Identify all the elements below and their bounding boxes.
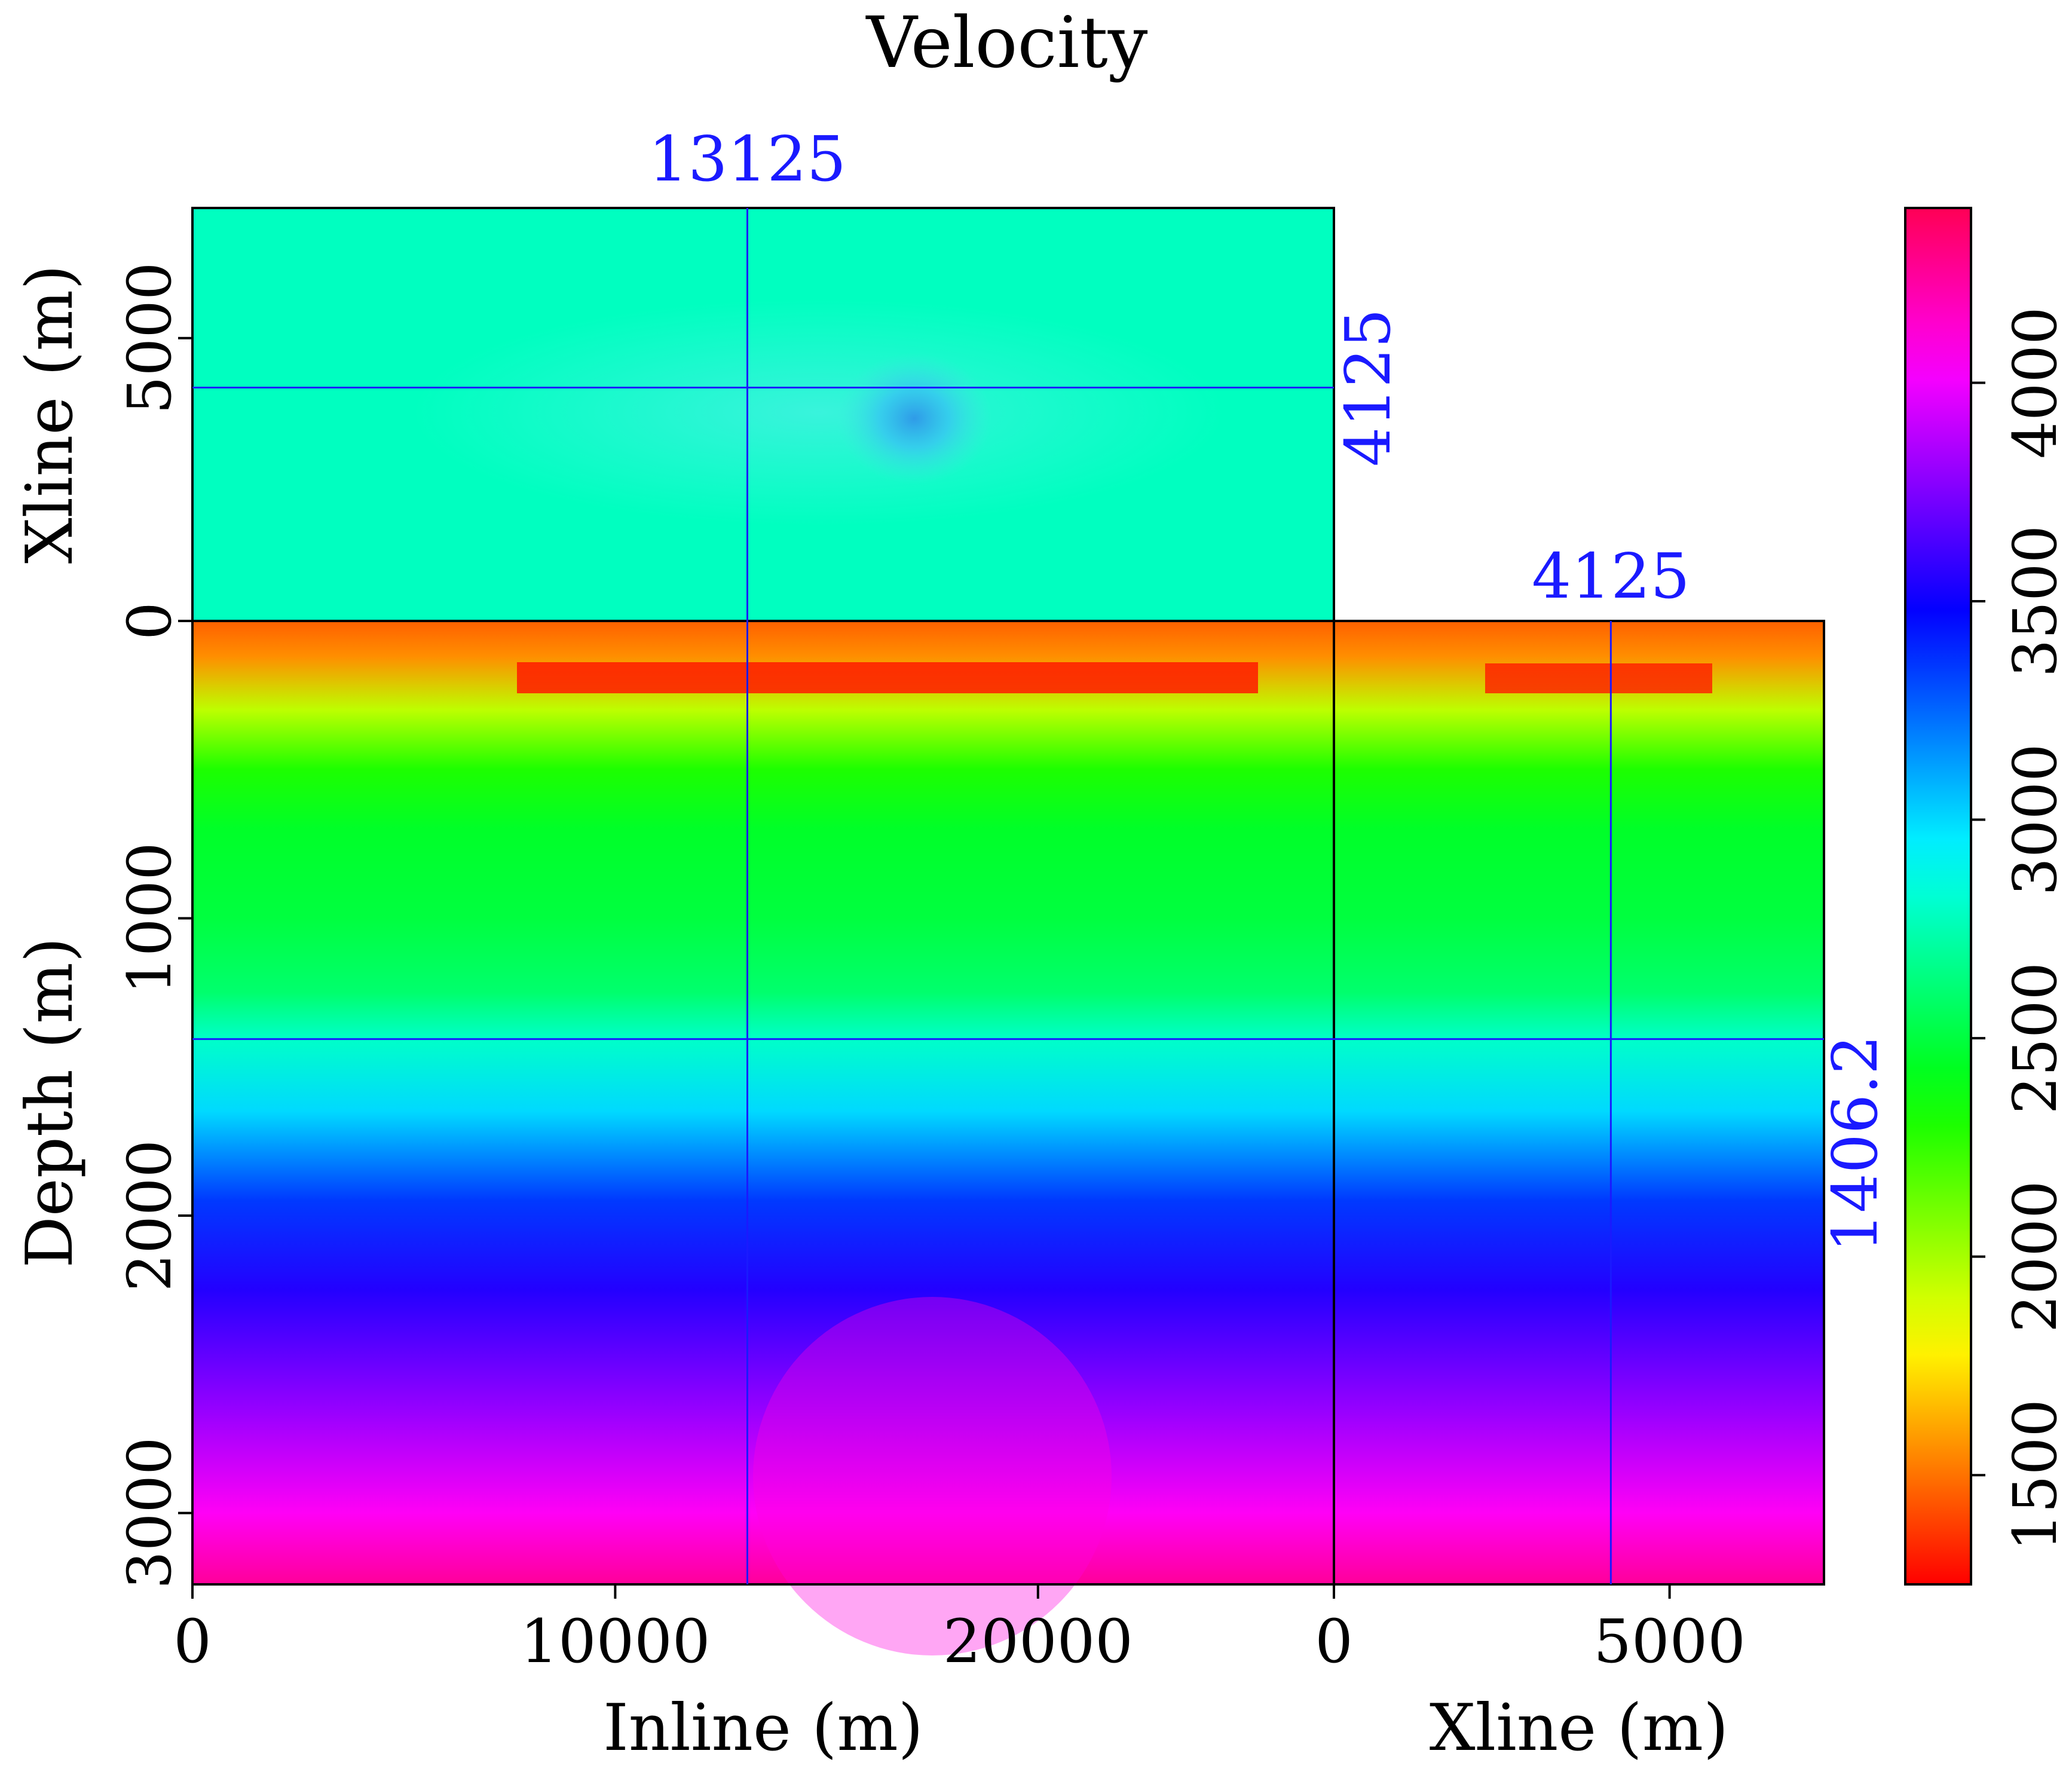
depth-ytick-label: 1000 — [115, 842, 185, 994]
xline-xlabel: Xline (m) — [1430, 1691, 1728, 1765]
xline-xtick-label: 5000 — [1593, 1606, 1746, 1676]
colorbar-tick-label: 3500 — [2000, 525, 2070, 678]
xline-section-image — [1334, 621, 1824, 1584]
colorbar-tick-label: 1500 — [2000, 1399, 2070, 1551]
inline-marker-label: 13125 — [648, 123, 846, 195]
inline-section-fast-layer — [517, 662, 1258, 693]
xline-xtick-label: 0 — [1315, 1606, 1353, 1676]
xline-section-panel — [1333, 620, 1825, 1586]
inline-xtick-label: 10000 — [520, 1606, 710, 1676]
colorbar-tick-label: 3000 — [2000, 743, 2070, 896]
inline-section-ylabel: Depth (m) — [13, 937, 87, 1268]
xline-ytick-label: 0 — [115, 602, 185, 640]
depth-slice-halo — [412, 299, 1225, 526]
slice-marker-lines — [192, 208, 1824, 1584]
depth-slice-ylabel: Xline (m) — [13, 265, 87, 564]
inline-xtick-label: 20000 — [943, 1606, 1133, 1676]
colorbar-tick-label: 2000 — [2000, 1180, 2070, 1333]
xline-section-frame — [1333, 620, 1825, 1586]
depth-marker-label: 1406.2 — [1819, 1035, 1892, 1253]
inline-section-image — [192, 621, 1334, 1584]
depth-slice-panel — [191, 207, 1335, 622]
depth-ytick-label: 2000 — [115, 1140, 185, 1292]
colorbar-tick-label: 4000 — [2000, 307, 2070, 459]
depth-slice-anomaly — [837, 353, 992, 484]
colorbar-image — [1905, 208, 1971, 1584]
xline-marker-label-side: 4125 — [1332, 308, 1404, 467]
inline-section-high-velocity-bulge — [753, 1297, 1112, 1655]
depth-ytick-label: 0 — [115, 602, 185, 640]
colorbar: 1500 2000 2500 3000 3500 4000 — [1904, 207, 2070, 1586]
xline-ytick-label: 5000 — [115, 262, 185, 414]
inline-xlabel: Inline (m) — [603, 1691, 923, 1765]
xline-marker-label-top: 4125 — [1532, 540, 1690, 613]
inline-section-panel — [191, 620, 1335, 1655]
depth-ytick-label: 3000 — [115, 1437, 185, 1589]
colorbar-frame — [1904, 207, 1972, 1586]
xline-section-fast-layer — [1485, 663, 1712, 693]
inline-xtick-label: 0 — [173, 1606, 212, 1676]
colorbar-tick-label: 2500 — [2000, 962, 2070, 1115]
chart-title: Velocity — [865, 1, 1148, 84]
